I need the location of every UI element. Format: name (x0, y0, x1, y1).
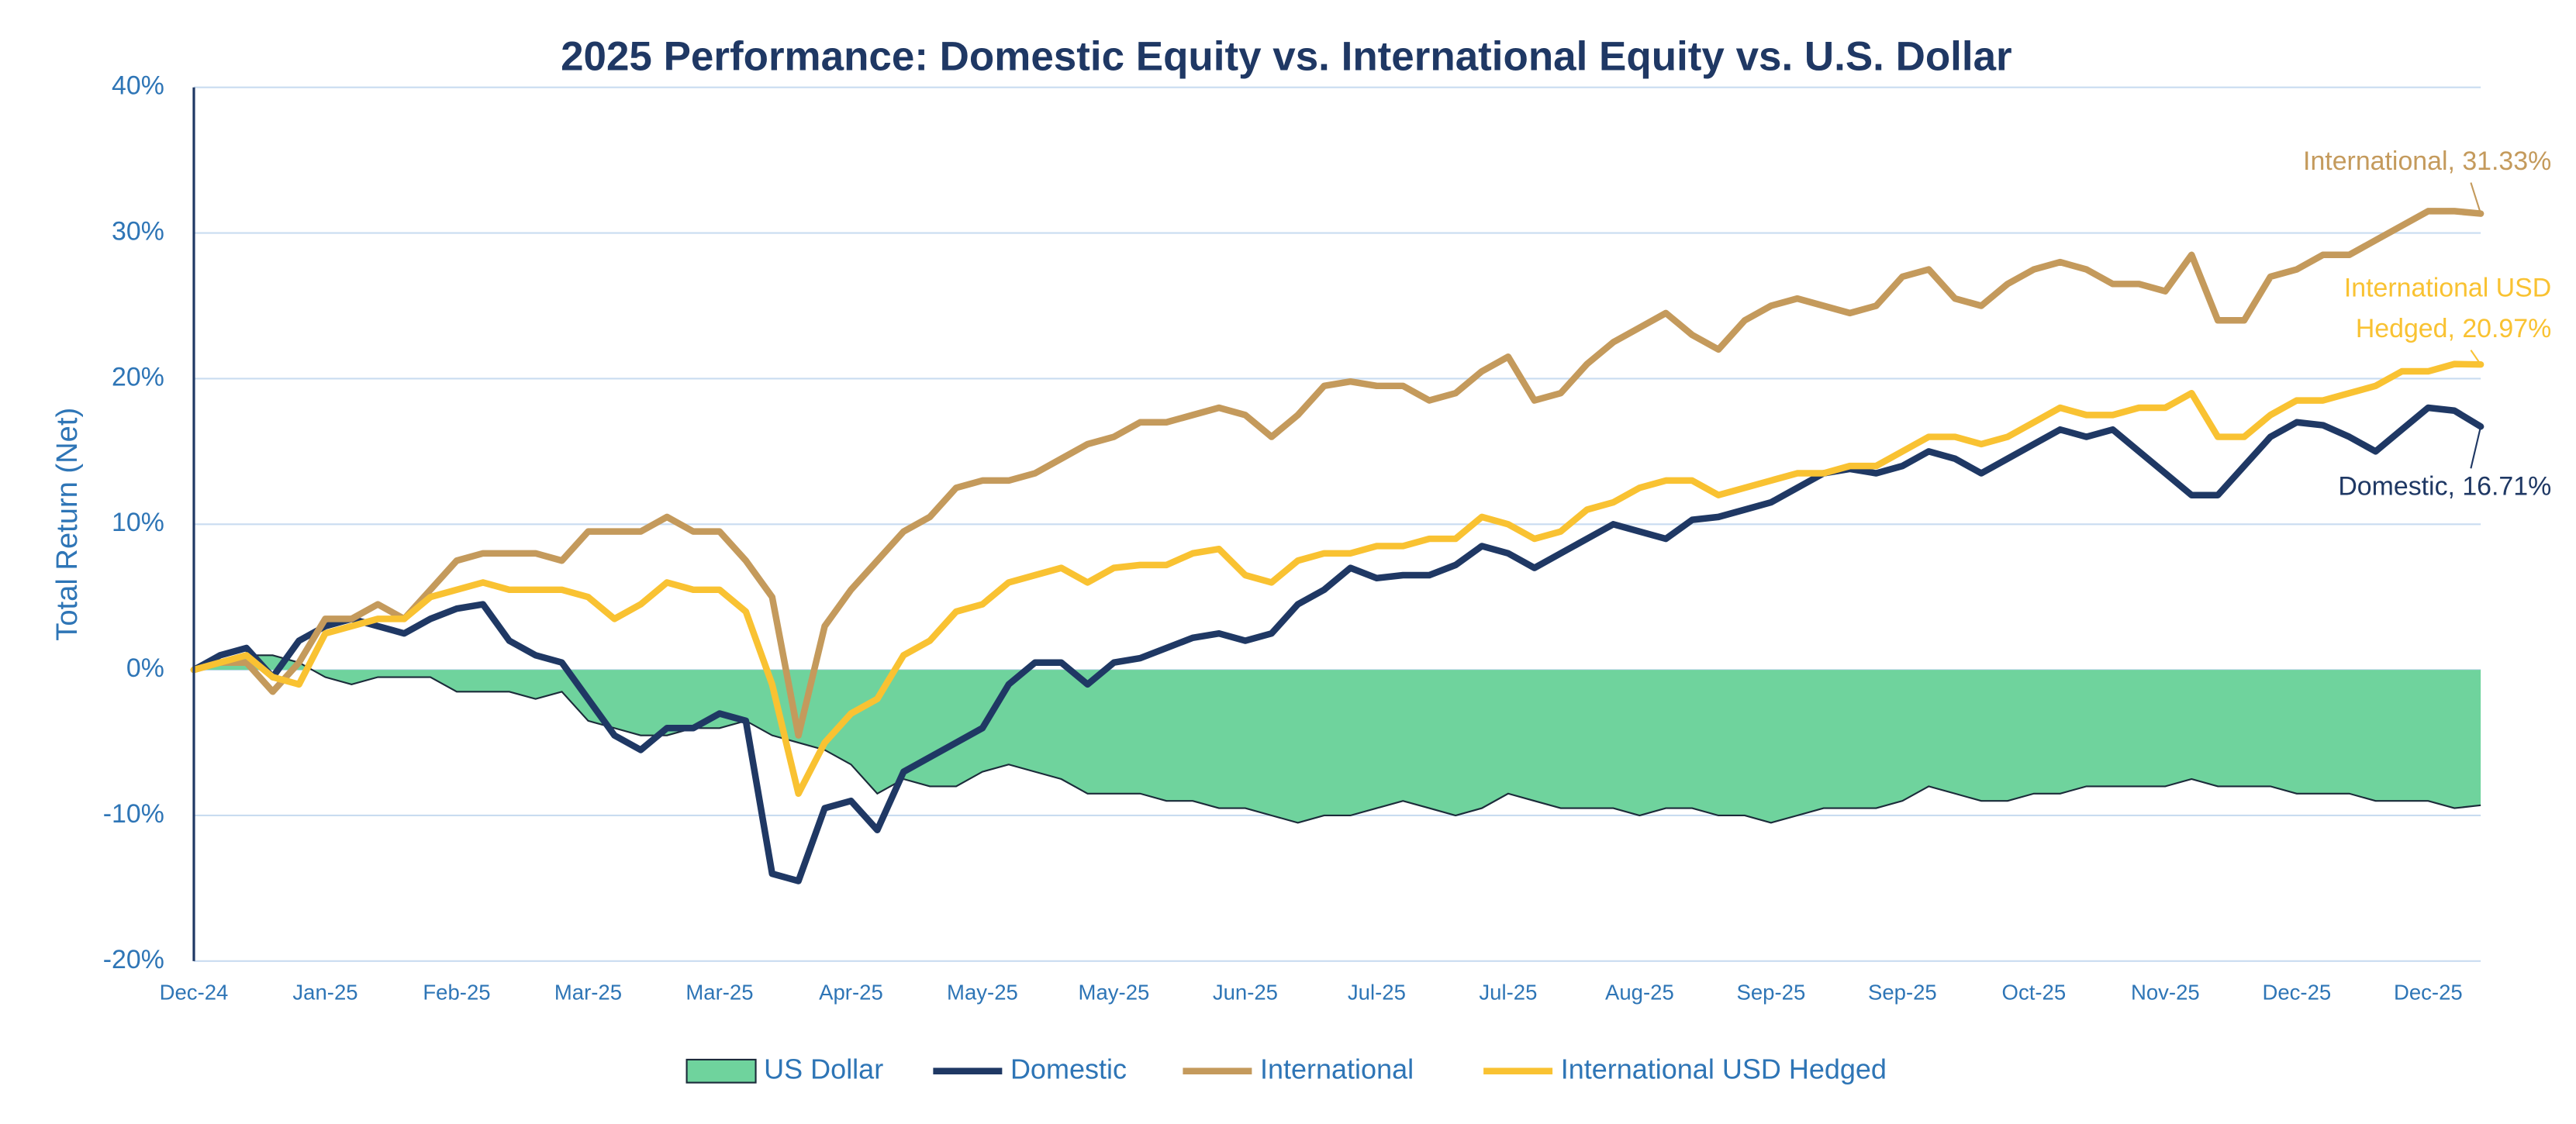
x-tick-label: Mar-25 (554, 980, 622, 1004)
legend-swatch (685, 1058, 757, 1084)
x-tick-label: Dec-25 (2394, 980, 2463, 1004)
y-tick-label: -20% (103, 945, 164, 974)
legend-label: Domestic (1010, 1053, 1127, 1084)
y-tick-label: 10% (112, 508, 164, 537)
x-tick-label: Jan-25 (292, 980, 357, 1004)
x-tick-label: Sep-25 (1736, 980, 1805, 1004)
x-tick-label: Apr-25 (819, 980, 883, 1004)
x-tick-label: May-25 (1079, 980, 1150, 1004)
legend-label: International USD Hedged (1561, 1053, 1887, 1084)
x-tick-label: Jun-25 (1213, 980, 1278, 1004)
y-tick-label: 30% (112, 217, 164, 247)
annotation-leader (2470, 350, 2481, 365)
annotation-leader (2470, 182, 2482, 214)
x-tick-label: Dec-25 (2262, 980, 2331, 1004)
legend: US Dollar Domestic International Internatio… (685, 1053, 1887, 1084)
chart-title: 2025 Performance: Domestic Equity vs. In… (561, 34, 2012, 80)
annotation: International USD (2344, 273, 2551, 302)
area-edge (193, 654, 2481, 824)
annotation: Domestic, 16.71% (2338, 472, 2551, 502)
x-tick-label: Oct-25 (2002, 980, 2067, 1004)
grid (193, 86, 2481, 962)
line (190, 360, 2484, 798)
x-tick-label: May-25 (947, 980, 1018, 1004)
y-tick-label: 0% (126, 653, 164, 683)
x-tick-label: Nov-25 (2131, 980, 2200, 1004)
plot-area (190, 208, 2484, 884)
annotation: Hedged, 20.97% (2356, 314, 2551, 343)
x-tick-label: Dec-24 (160, 980, 229, 1004)
y-tick-label: 40% (112, 71, 164, 101)
x-tick-label: Mar-25 (685, 980, 753, 1004)
axes: -20% -10% 0% 10% 20% 30% 40% Dec-24 Jan-25 Feb-25… (103, 71, 2463, 1005)
x-tick-label: Aug-25 (1605, 980, 1674, 1004)
x-tick-label: Jul-25 (1348, 980, 1406, 1004)
line (190, 404, 2484, 884)
y-tick-label: 20% (112, 362, 164, 391)
annotations: International, 31.33% International USD He… (2303, 147, 2551, 501)
y-tick-label: -10% (103, 799, 164, 829)
x-tick-label: Feb-25 (423, 980, 490, 1004)
y-axis-label: Total Return (Net) (50, 408, 84, 641)
legend-label: US Dollar (764, 1053, 883, 1084)
annotation-leader (2470, 426, 2482, 469)
annotation: International, 31.33% (2303, 147, 2551, 176)
legend-label: International (1260, 1053, 1414, 1084)
x-tick-label: Jul-25 (1479, 980, 1537, 1004)
x-tick-label: Sep-25 (1868, 980, 1937, 1004)
line (190, 208, 2484, 739)
area (193, 655, 2481, 823)
